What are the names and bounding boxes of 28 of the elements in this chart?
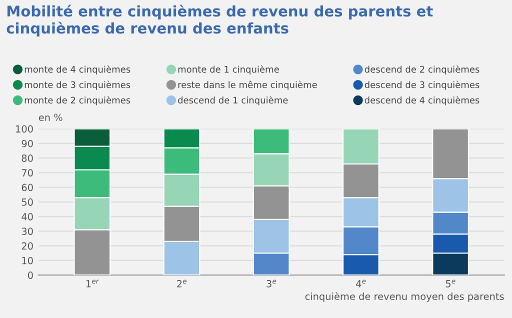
y-tick-label: 30: [22, 228, 33, 236]
y-tick-label: 0: [28, 272, 33, 279]
y-axis-title: en %: [38, 114, 62, 122]
y-tick-label: 50: [22, 198, 33, 206]
legend-label: descend de 1 cinquième: [178, 96, 288, 106]
x-tick-label: 1$^{er}$: [86, 280, 99, 288]
x-tick-label: 3$^{e}$: [266, 280, 276, 288]
legend-label: monte de 4 cinquièmes: [24, 65, 130, 74]
y-tick-label: 100: [16, 125, 33, 133]
y-tick-label: 20: [22, 242, 33, 250]
y-tick-label: 90: [22, 140, 33, 148]
y-tick-label: 40: [22, 213, 33, 220]
x-tick-label: 5$^{e}$: [446, 280, 456, 288]
y-tick-label: 10: [22, 256, 33, 264]
legend-label: reste dans le même cinquième: [178, 80, 317, 90]
x-tick-label: 4$^{e}$: [356, 280, 366, 288]
legend-label: monte de 2 cinquièmes: [24, 96, 130, 106]
legend-label: monte de 1 cinquième: [178, 65, 279, 74]
legend-label: descend de 3 cinquièmes: [364, 80, 480, 90]
legend-label: descend de 4 cinquièmes: [364, 96, 480, 106]
x-axis-title: cinquième de revenu moyen des parents: [305, 292, 504, 302]
x-tick-label: 2$^{e}$: [177, 280, 187, 288]
y-tick-label: 60: [22, 184, 33, 192]
legend-label: monte de 3 cinquièmes: [24, 80, 130, 90]
y-tick-label: 70: [22, 169, 33, 177]
chart-title: Mobilité entre cinquièmes de revenu des parents et cinquièmes de revenu des enfants: [6, 4, 433, 36]
y-tick-label: 80: [22, 154, 33, 162]
legend-label: descend de 2 cinquièmes: [364, 65, 480, 74]
